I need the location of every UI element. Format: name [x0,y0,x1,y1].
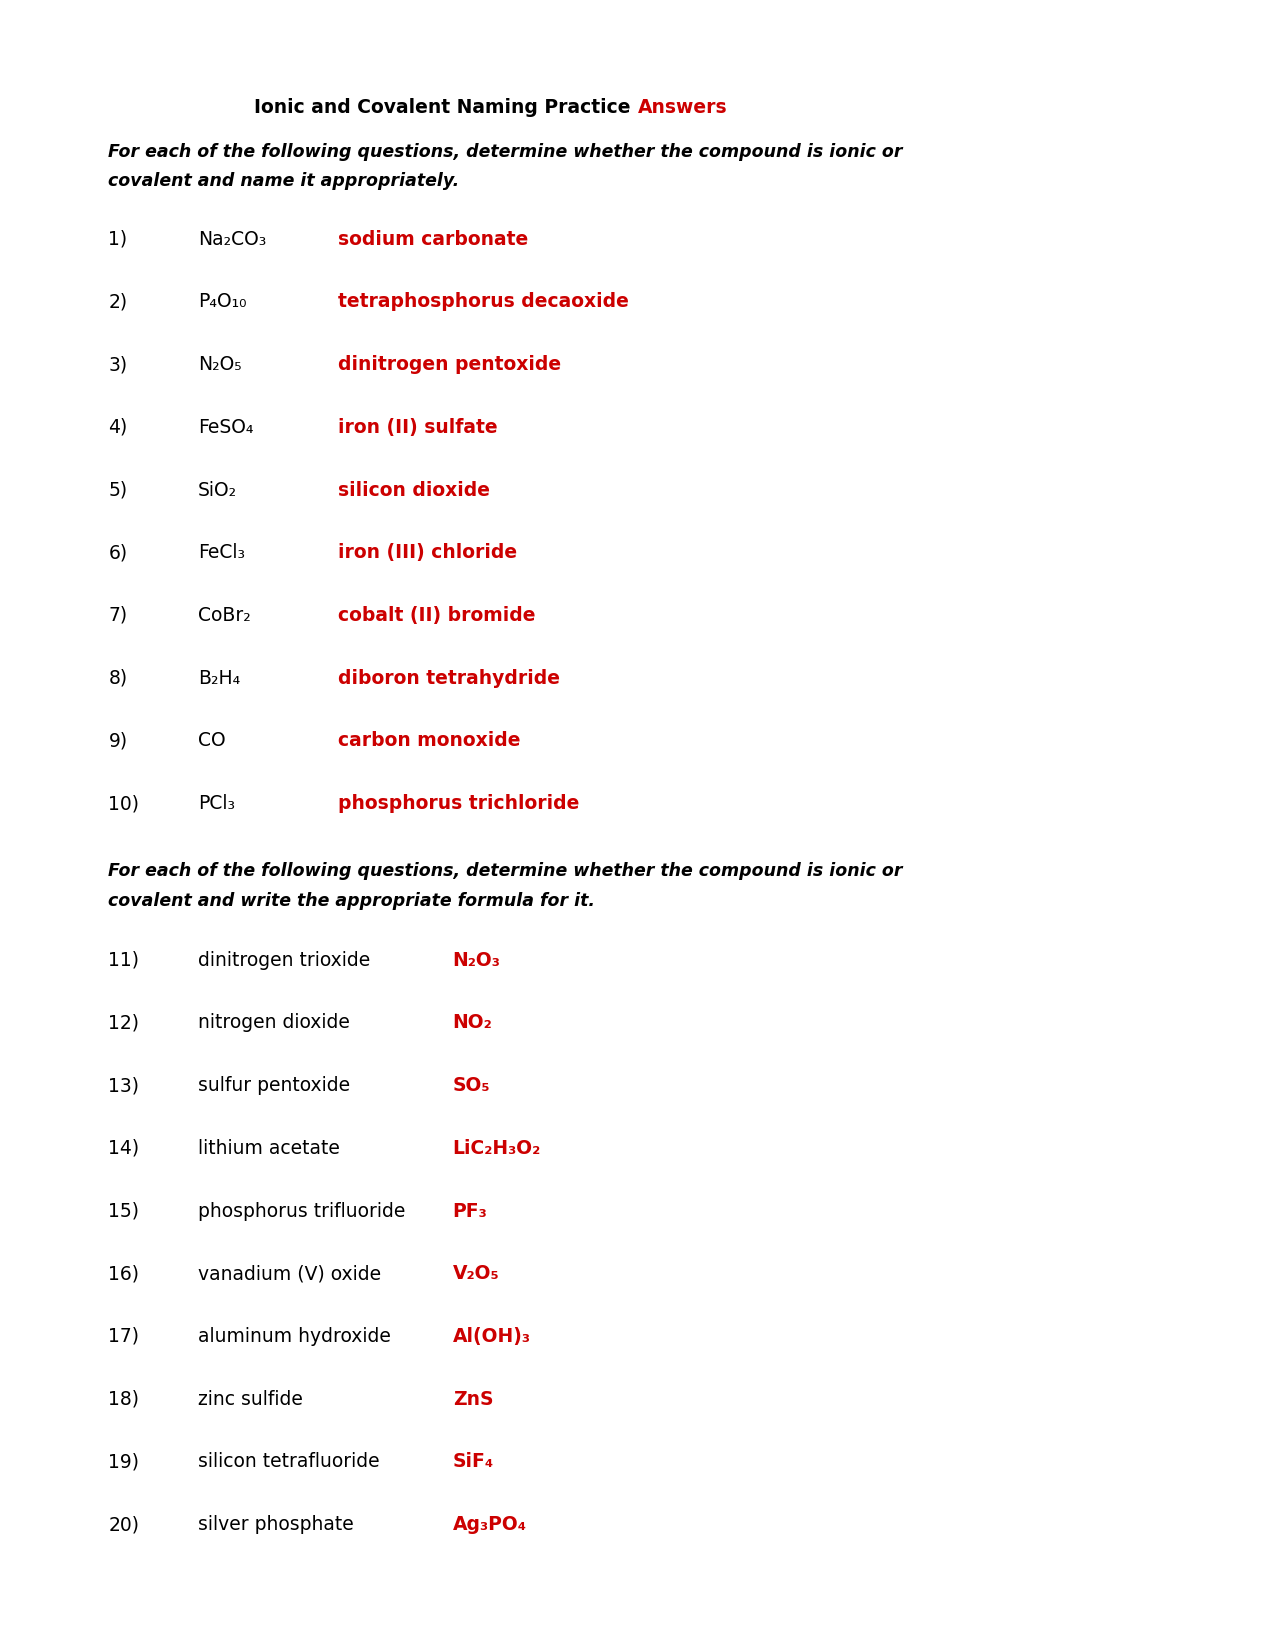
Text: Ionic and Covalent Naming Practice: Ionic and Covalent Naming Practice [255,97,638,117]
Text: SiF₄: SiF₄ [453,1452,493,1472]
Text: diboron tetrahydride: diboron tetrahydride [338,668,560,688]
Text: P₄O₁₀: P₄O₁₀ [198,292,246,312]
Text: Na₂CO₃: Na₂CO₃ [198,229,266,249]
Text: tetraphosphorus decaoxide: tetraphosphorus decaoxide [338,292,629,312]
Text: V₂O₅: V₂O₅ [453,1264,500,1284]
Text: nitrogen dioxide: nitrogen dioxide [198,1013,349,1033]
Text: 3): 3) [108,355,128,375]
Text: 7): 7) [108,606,128,625]
Text: 6): 6) [108,543,128,563]
Text: 14): 14) [108,1138,139,1158]
Text: silicon dioxide: silicon dioxide [338,480,490,500]
Text: dinitrogen pentoxide: dinitrogen pentoxide [338,355,561,375]
Text: phosphorus trifluoride: phosphorus trifluoride [198,1201,405,1221]
Text: 4): 4) [108,417,128,437]
Text: 5): 5) [108,480,128,500]
Text: NO₂: NO₂ [453,1013,492,1033]
Text: For each of the following questions, determine whether the compound is ionic or: For each of the following questions, det… [108,863,903,879]
Text: CO: CO [198,731,226,751]
Text: CoBr₂: CoBr₂ [198,606,250,625]
Text: 10): 10) [108,794,139,813]
Text: dinitrogen trioxide: dinitrogen trioxide [198,950,370,970]
Text: phosphorus trichloride: phosphorus trichloride [338,794,579,813]
Text: 19): 19) [108,1452,139,1472]
Text: lithium acetate: lithium acetate [198,1138,339,1158]
Text: Ag₃PO₄: Ag₃PO₄ [453,1515,527,1534]
Text: carbon monoxide: carbon monoxide [338,731,520,751]
Text: silicon tetrafluoride: silicon tetrafluoride [198,1452,379,1472]
Text: 9): 9) [108,731,128,751]
Text: sulfur pentoxide: sulfur pentoxide [198,1076,349,1096]
Text: 16): 16) [108,1264,139,1284]
Text: silver phosphate: silver phosphate [198,1515,353,1534]
Text: 11): 11) [108,950,139,970]
Text: 1): 1) [108,229,128,249]
Text: Answers: Answers [638,97,727,117]
Text: 12): 12) [108,1013,139,1033]
Text: covalent and write the appropriate formula for it.: covalent and write the appropriate formu… [108,893,595,909]
Text: sodium carbonate: sodium carbonate [338,229,528,249]
Text: PCl₃: PCl₃ [198,794,235,813]
Text: 13): 13) [108,1076,139,1096]
Text: vanadium (V) oxide: vanadium (V) oxide [198,1264,381,1284]
Text: PF₃: PF₃ [453,1201,487,1221]
Text: 2): 2) [108,292,128,312]
Text: B₂H₄: B₂H₄ [198,668,240,688]
Text: N₂O₃: N₂O₃ [453,950,501,970]
Text: SO₅: SO₅ [453,1076,491,1096]
Text: 15): 15) [108,1201,139,1221]
Text: covalent and name it appropriately.: covalent and name it appropriately. [108,173,459,190]
Text: zinc sulfide: zinc sulfide [198,1389,302,1409]
Text: N₂O₅: N₂O₅ [198,355,241,375]
Text: 17): 17) [108,1327,139,1346]
Text: 18): 18) [108,1389,139,1409]
Text: FeSO₄: FeSO₄ [198,417,254,437]
Text: iron (II) sulfate: iron (II) sulfate [338,417,497,437]
Text: 20): 20) [108,1515,139,1534]
Text: 8): 8) [108,668,128,688]
Text: ZnS: ZnS [453,1389,493,1409]
Text: LiC₂H₃O₂: LiC₂H₃O₂ [453,1138,541,1158]
Text: SiO₂: SiO₂ [198,480,237,500]
Text: For each of the following questions, determine whether the compound is ionic or: For each of the following questions, det… [108,144,903,160]
Text: iron (III) chloride: iron (III) chloride [338,543,516,563]
Text: aluminum hydroxide: aluminum hydroxide [198,1327,390,1346]
Text: Al(OH)₃: Al(OH)₃ [453,1327,530,1346]
Text: FeCl₃: FeCl₃ [198,543,245,563]
Text: cobalt (II) bromide: cobalt (II) bromide [338,606,536,625]
